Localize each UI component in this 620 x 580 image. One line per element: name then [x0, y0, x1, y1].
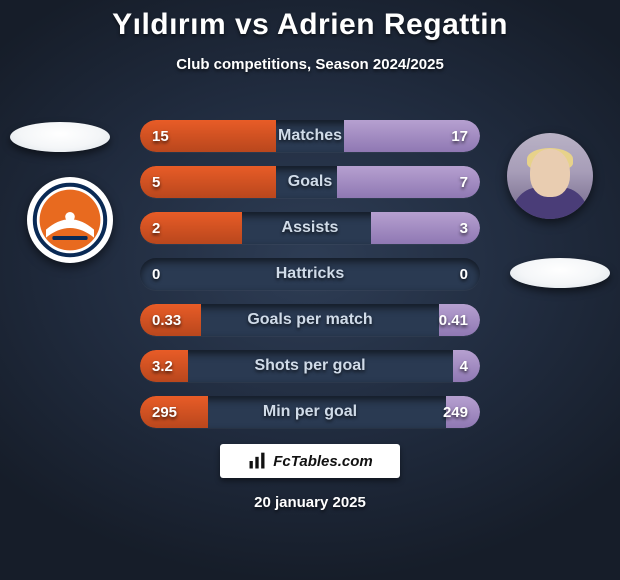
stat-bar-left [140, 350, 188, 382]
subtitle: Club competitions, Season 2024/2025 [0, 56, 620, 73]
stat-label: Shots per goal [140, 350, 480, 382]
stat-bar-left [140, 396, 208, 428]
stat-bar-right [439, 304, 480, 336]
stat-row: Matches1517 [140, 120, 480, 152]
right-blank-oval [510, 258, 610, 288]
content-root: Yıldırım vs Adrien Regattin Club competi… [0, 0, 620, 580]
stat-row: Assists23 [140, 212, 480, 244]
brand-badge[interactable]: FcTables.com [220, 444, 400, 478]
bar-chart-icon [247, 451, 267, 471]
stat-bar-left [140, 304, 201, 336]
stat-bar-right [446, 396, 480, 428]
stat-bar-left [140, 120, 276, 152]
brand-label: FcTables.com [273, 453, 372, 470]
stat-row: Min per goal295249 [140, 396, 480, 428]
stat-bar-right [371, 212, 480, 244]
page-title: Yıldırım vs Adrien Regattin [0, 0, 620, 42]
stat-value-right: 0 [460, 258, 468, 290]
left-team-crest [27, 177, 113, 263]
stat-bar-right [453, 350, 480, 382]
stat-bar-left [140, 166, 276, 198]
stat-row: Goals per match0.330.41 [140, 304, 480, 336]
right-player-photo [507, 133, 593, 219]
stat-label: Hattricks [140, 258, 480, 290]
left-blank-oval [10, 122, 110, 152]
stat-bar-right [337, 166, 480, 198]
date-text: 20 january 2025 [0, 494, 620, 511]
stat-value-left: 0 [152, 258, 160, 290]
stat-row: Shots per goal3.24 [140, 350, 480, 382]
stat-row: Hattricks0 0 [140, 258, 480, 290]
stat-row: Goals57 [140, 166, 480, 198]
stat-bar-right [344, 120, 480, 152]
player-photo-icon [507, 133, 593, 219]
stat-bar-left [140, 212, 242, 244]
stats-rows: Matches1517 Goals57 Assists23 Hattricks0 0 Go… [140, 120, 480, 442]
adanaspor-crest-icon [27, 177, 113, 263]
